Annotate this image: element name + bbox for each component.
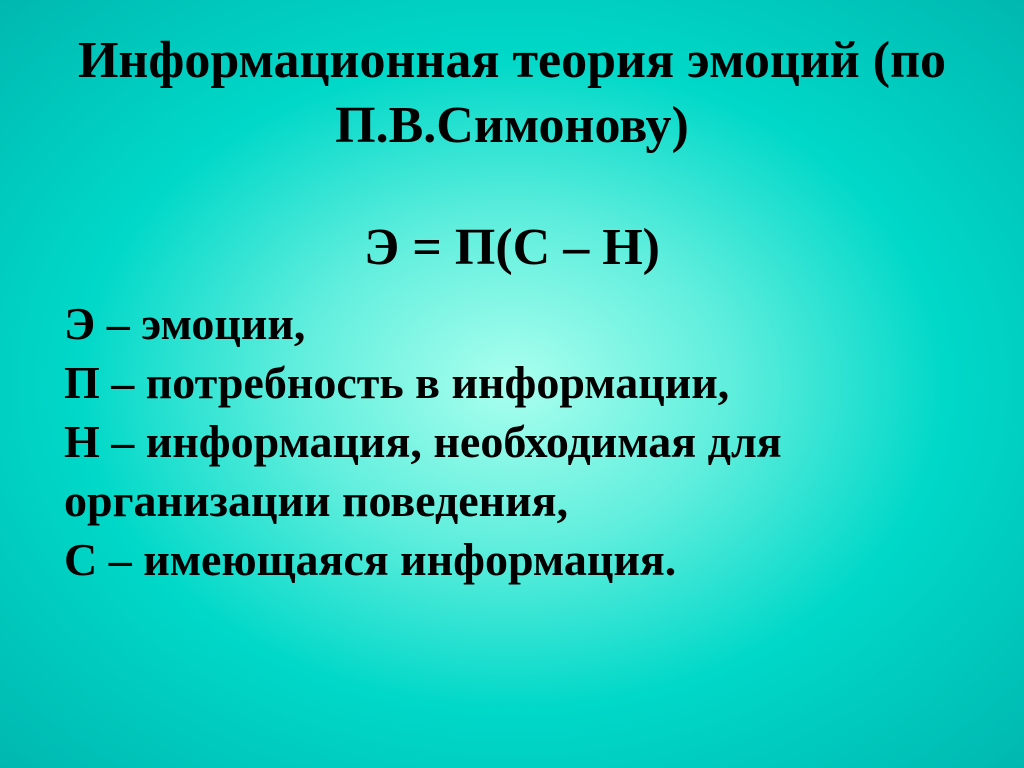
definition-line: П – потребность в информации, bbox=[64, 354, 960, 413]
definitions-block: Э – эмоции, П – потребность в информации… bbox=[64, 295, 960, 589]
definition-line: Н – информация, необходимая для организа… bbox=[64, 413, 960, 531]
slide-title: Информационная теория эмоций (по П.В.Сим… bbox=[64, 28, 960, 158]
definition-line: Э – эмоции, bbox=[64, 295, 960, 354]
definition-line: С – имеющаяся информация. bbox=[64, 531, 960, 590]
slide-container: Информационная теория эмоций (по П.В.Сим… bbox=[0, 0, 1024, 768]
formula: Э = П(С – Н) bbox=[64, 218, 960, 277]
